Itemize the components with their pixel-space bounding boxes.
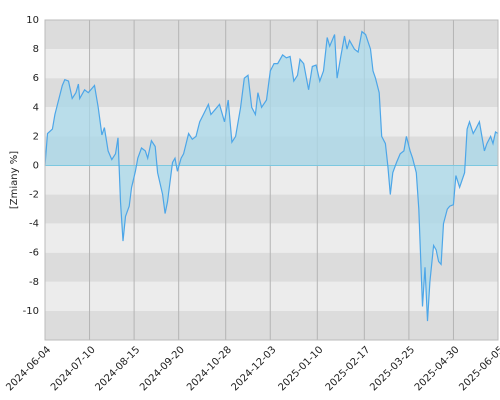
y-tick-label: 10: [26, 15, 39, 26]
area-fill: [45, 31, 498, 322]
x-tick-label: 2025-04-30: [413, 344, 462, 393]
x-tick-label: 2024-08-15: [93, 344, 142, 393]
x-tick-label: 2025-02-17: [324, 344, 373, 393]
y-tick-label: -2: [29, 190, 39, 201]
y-tick-label: 2: [33, 131, 39, 142]
y-tick-label: -10: [23, 306, 39, 317]
y-tick-label: -8: [29, 277, 39, 288]
grid-band: [45, 310, 498, 340]
y-tick-label: -4: [29, 219, 39, 230]
y-tick-label: 8: [33, 44, 39, 55]
x-tick-label: 2024-09-20: [138, 344, 187, 393]
x-tick-label: 2025-03-25: [368, 344, 417, 393]
x-tick-label: 2025-01-10: [277, 344, 326, 393]
y-tick-label: 4: [33, 102, 39, 113]
x-tick-label: 2024-06-04: [4, 344, 53, 393]
x-tick-label: 2024-07-10: [49, 344, 98, 393]
plot-border: [44, 19, 499, 341]
grid-band: [45, 20, 498, 50]
line: [44, 30, 499, 322]
x-tick-label: 2024-10-28: [185, 344, 234, 393]
y-axis-label: [Zmiany %]: [9, 151, 20, 209]
x-tick-label: 2025-06-05: [457, 344, 500, 393]
y-tick-label: 0: [33, 160, 39, 171]
y-tick-label: 6: [33, 73, 39, 84]
y-tick-label: -6: [29, 248, 39, 259]
x-tick-label: 2024-12-03: [230, 344, 279, 393]
